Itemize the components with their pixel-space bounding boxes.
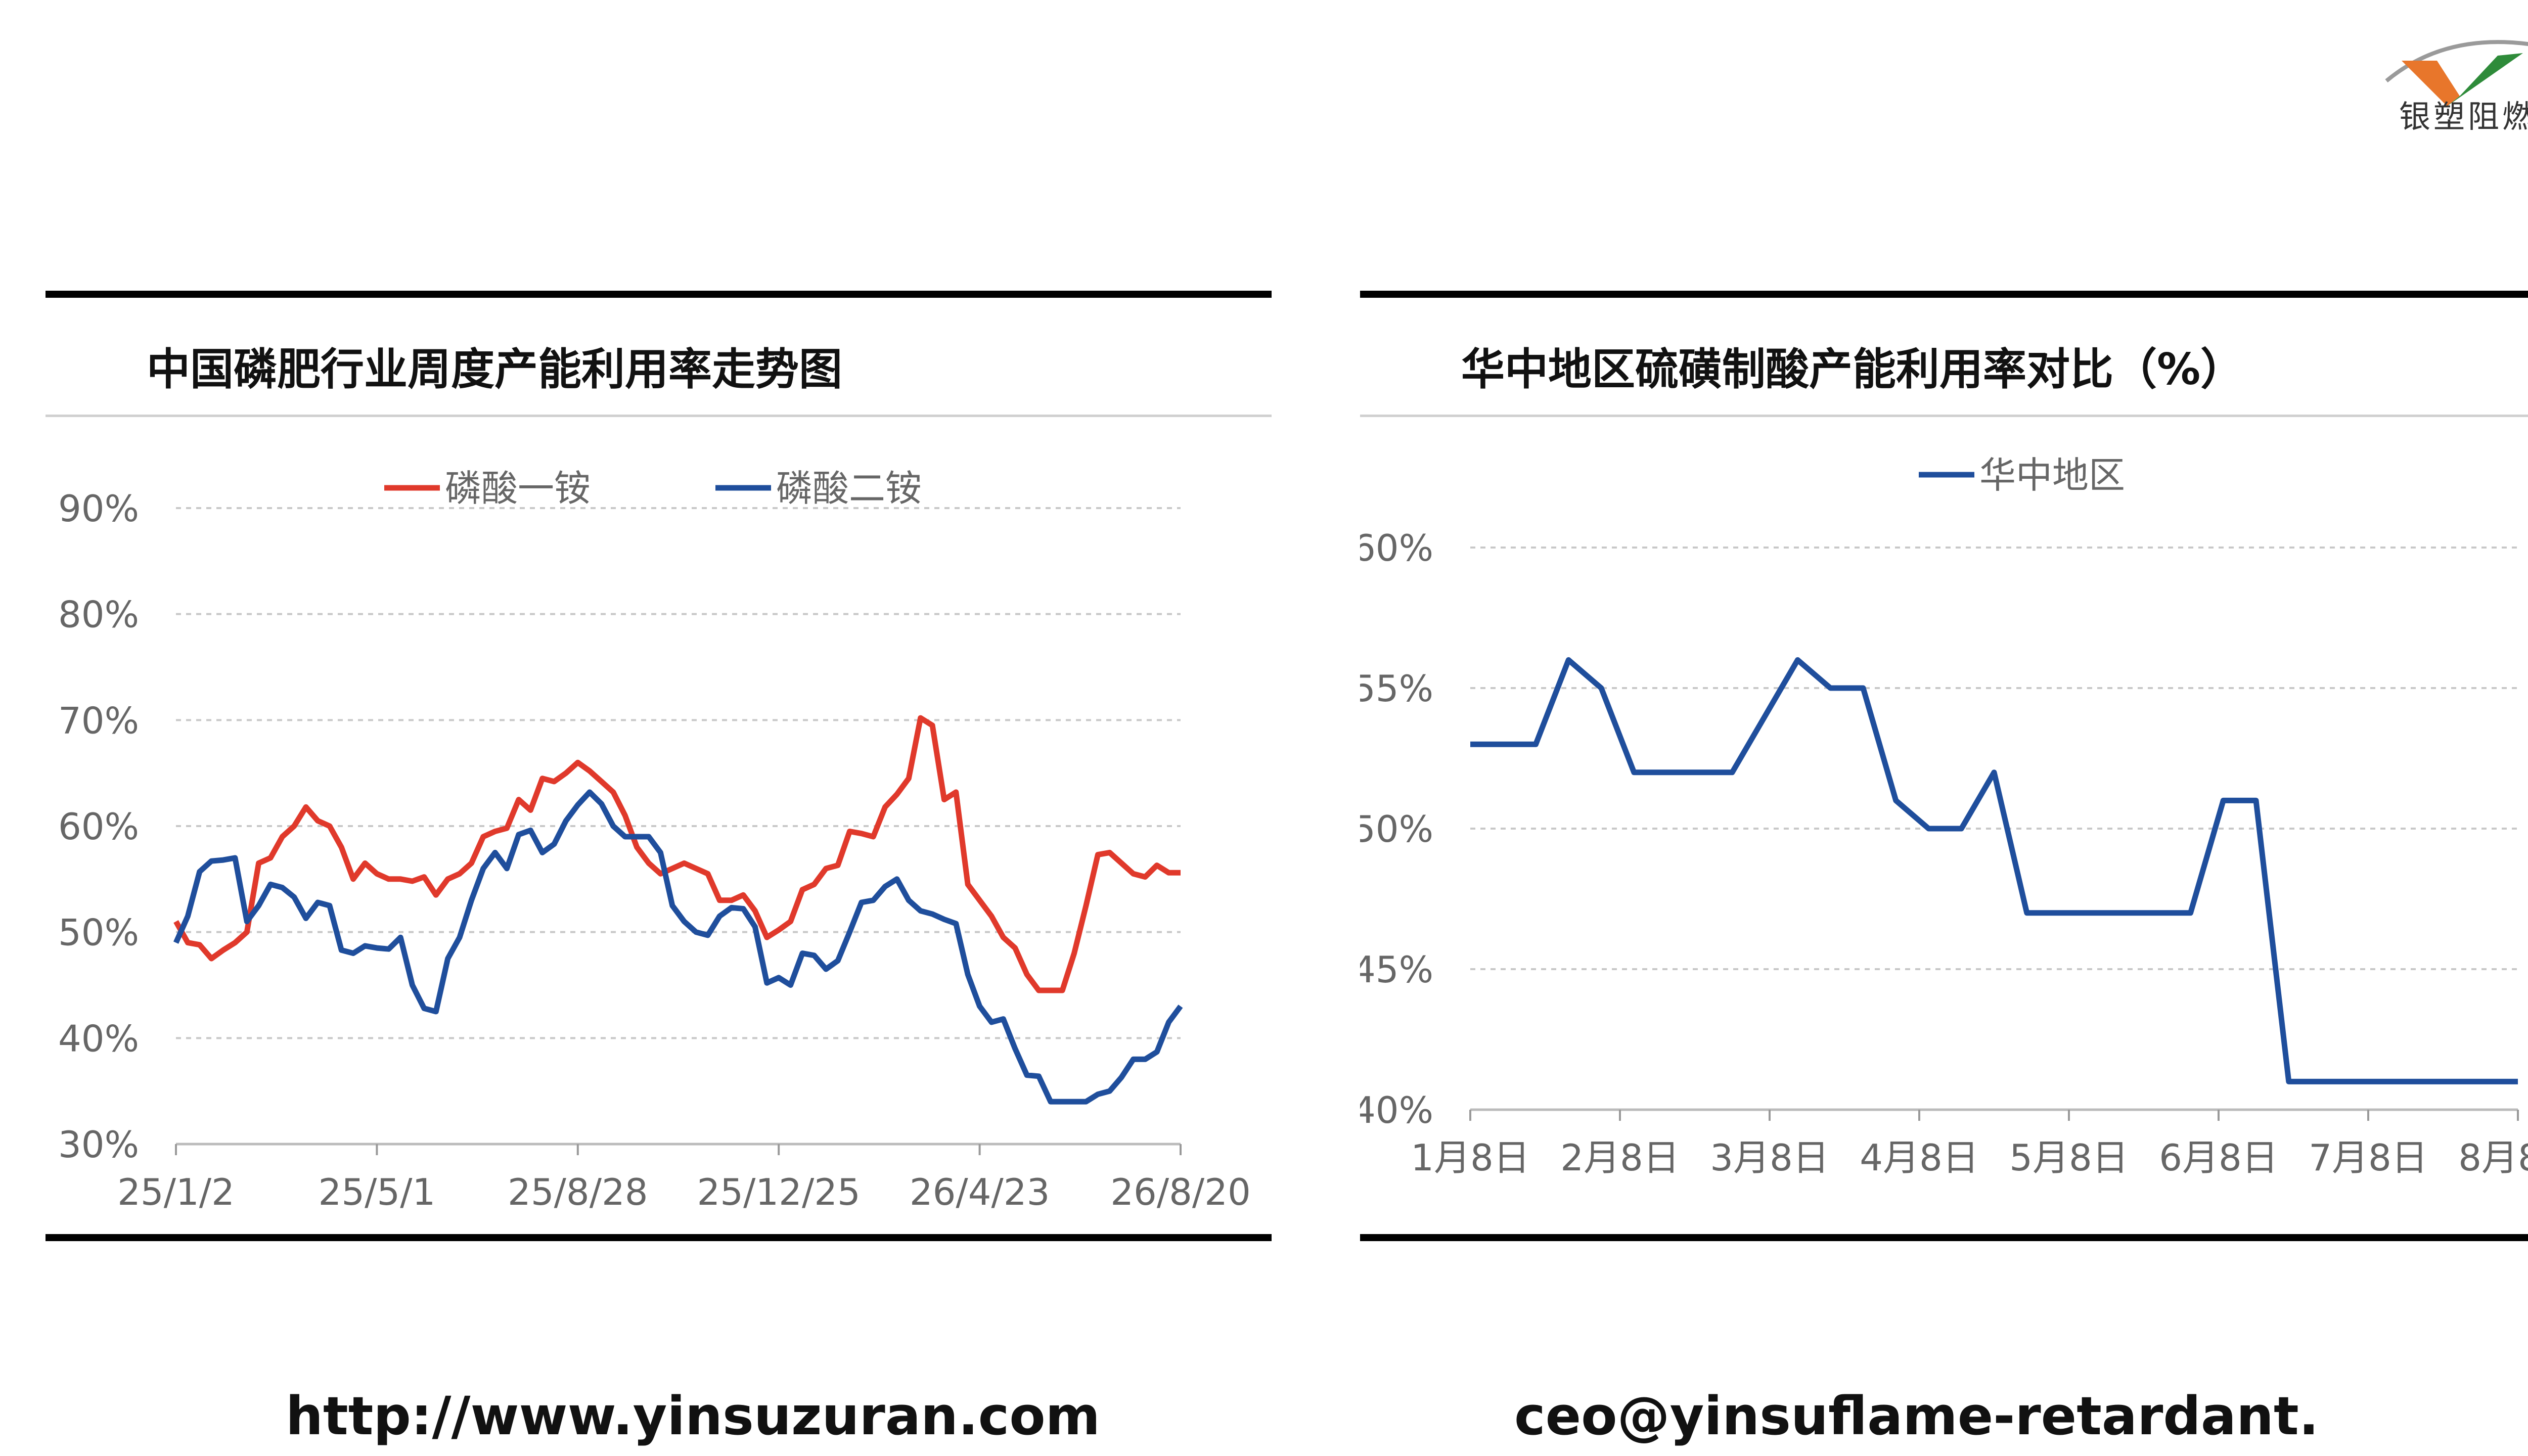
- x-tick-label: 26/8/20: [1110, 1171, 1251, 1213]
- x-tick-label: 25/12/25: [697, 1171, 861, 1213]
- logo-v-orange-icon: [2402, 61, 2460, 106]
- legend-label: 华中地区: [1979, 454, 2125, 496]
- y-tick-label: 50%: [1360, 808, 1433, 850]
- chart-panel-right: 华中地区硫磺制酸产能利用率对比（%） 40% 45% 50% 55% 60% 1月8日 2月…: [1360, 291, 2528, 1241]
- y-tick-label: 50%: [58, 912, 139, 954]
- chart-title: 华中地区硫磺制酸产能利用率对比（%）: [1461, 344, 2244, 395]
- x-tick-label: 4月8日: [1860, 1136, 1979, 1179]
- y-tick-label: 40%: [1360, 1089, 1433, 1131]
- chart-panel-left: 中国磷肥行业周度产能利用率走势图 30% 40% 50% 60% 70% 80% 90% 25…: [46, 291, 1272, 1241]
- y-tick-label: 60%: [1360, 527, 1433, 569]
- company-logo: [2385, 40, 2528, 106]
- title-divider: [1360, 415, 2528, 417]
- x-tick-label: 26/4/23: [910, 1171, 1050, 1213]
- y-tick-label: 40%: [58, 1017, 139, 1060]
- logo-text: 银塑阻燃: [2399, 98, 2528, 135]
- x-tick-label: 25/8/28: [508, 1171, 648, 1213]
- x-tick-label: 25/1/2: [117, 1171, 235, 1213]
- top-rule: [1360, 291, 2528, 298]
- line-chart-fertilizer: 30% 40% 50% 60% 70% 80% 90% 25/1/2 25/5/1 25/8/28…: [58, 467, 1251, 1213]
- y-tick-label: 55%: [1360, 667, 1433, 710]
- bottom-rule: [1360, 1234, 2528, 1241]
- series-line-1: [173, 789, 1183, 1105]
- x-tick-label: 25/5/1: [319, 1171, 436, 1213]
- x-tick-label: 2月8日: [1560, 1136, 1680, 1179]
- top-rule: [46, 291, 1272, 298]
- x-tick-label: 1月8日: [1411, 1136, 1530, 1179]
- x-tick-label: 5月8日: [2009, 1136, 2129, 1179]
- x-tick-label: 7月8日: [2309, 1136, 2428, 1179]
- logo-swoosh-icon: [2385, 40, 2528, 83]
- legend-label: 磷酸二铵: [776, 467, 922, 510]
- line-chart-sulfuric-acid: 40% 45% 50% 55% 60% 1月8日 2月8日 3月8日 4月8日 5月8日 6月8日 7…: [1360, 454, 2528, 1179]
- y-tick-label: 45%: [1360, 948, 1433, 991]
- series-line-0: [1470, 657, 2518, 1084]
- x-tick-label: 6月8日: [2159, 1136, 2278, 1179]
- logo-v-green-icon: [2447, 53, 2523, 106]
- y-tick-label: 70%: [58, 699, 139, 742]
- legend-label: 磷酸一铵: [445, 467, 591, 510]
- x-tick-label: 8月8日: [2458, 1136, 2528, 1179]
- x-tick-label: 3月8日: [1710, 1136, 1829, 1179]
- bottom-rule: [46, 1234, 1272, 1241]
- series-line-0: [173, 715, 1181, 993]
- y-tick-label: 90%: [58, 487, 139, 530]
- contact-email[interactable]: ceo@yinsuflame-retardant.: [1514, 1385, 2319, 1447]
- chart-title: 中国磷肥行业周度产能利用率走势图: [147, 344, 842, 395]
- website-url[interactable]: http://www.yinsuzuran.com: [286, 1385, 1101, 1447]
- title-divider: [46, 415, 1272, 417]
- y-tick-label: 30%: [58, 1123, 139, 1166]
- y-tick-label: 60%: [58, 805, 139, 848]
- y-tick-label: 80%: [58, 594, 139, 636]
